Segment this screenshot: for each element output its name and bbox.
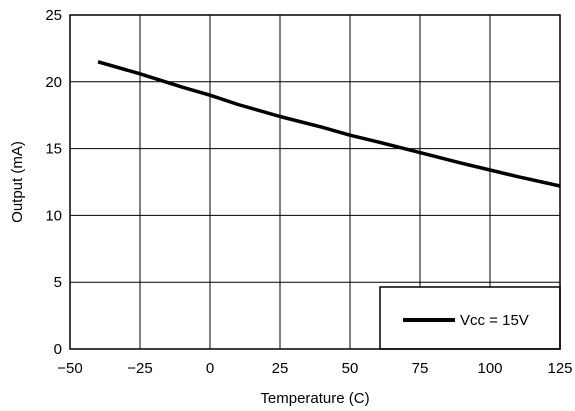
grid-lines xyxy=(70,15,560,349)
y-tick-label: 20 xyxy=(45,74,62,91)
tick-labels: −50 −25 0 25 50 75 100 125 0 5 10 15 20 25 xyxy=(45,7,572,377)
legend-label-vcc-15v: Vcc = 15V xyxy=(460,312,529,329)
series-line-0 xyxy=(97,60,561,188)
y-tick-label: 5 xyxy=(54,274,62,291)
x-tick-label: 75 xyxy=(412,360,429,377)
x-tick-label: 125 xyxy=(547,360,572,377)
series-layer xyxy=(97,60,561,188)
x-tick-label: 100 xyxy=(477,360,502,377)
x-axis-label: Temperature (C) xyxy=(260,390,369,407)
y-tick-label: 0 xyxy=(54,341,62,358)
plot-frame xyxy=(69,14,561,350)
y-tick-label: 10 xyxy=(45,207,62,224)
y-axis-label: Output (mA) xyxy=(9,141,26,223)
legend: Vcc = 15V xyxy=(379,286,561,350)
y-tick-label: 15 xyxy=(45,141,62,158)
y-tick-label: 25 xyxy=(45,7,62,24)
x-tick-label: 25 xyxy=(272,360,289,377)
x-tick-label: 50 xyxy=(342,360,359,377)
x-tick-label: −25 xyxy=(127,360,152,377)
x-tick-label: 0 xyxy=(206,360,214,377)
x-tick-label: −50 xyxy=(57,360,82,377)
